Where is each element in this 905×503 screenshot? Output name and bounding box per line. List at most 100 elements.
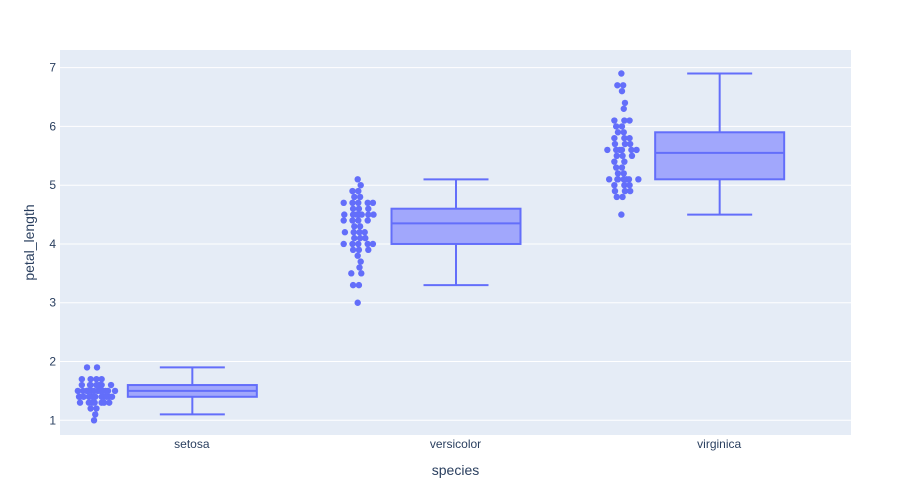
data-point [614,170,622,177]
box-body [654,131,786,181]
data-point [111,387,119,395]
data-point [355,240,362,248]
data-point [106,399,113,406]
data-point [349,217,356,224]
data-point [364,199,371,207]
data-point [107,381,115,389]
data-point [341,211,348,218]
data-point [354,252,361,259]
data-point [361,229,368,236]
data-point [621,158,628,165]
data-point [369,199,377,207]
x-axis-ticks: setosa versicolor virginica [174,437,741,451]
data-point [614,176,621,183]
data-point [605,176,613,183]
data-point [611,117,618,124]
data-point [89,399,96,406]
data-point [619,152,626,160]
data-point [365,205,372,212]
data-point [620,170,627,177]
data-point [618,164,626,171]
data-point [348,270,355,277]
data-point [621,140,629,148]
data-point [349,205,357,212]
data-point [356,234,364,242]
data-point [340,199,347,207]
data-point [626,187,634,195]
data-point [349,240,356,248]
data-point [612,123,620,130]
data-point [355,187,362,195]
data-point [621,117,628,124]
data-point [626,117,633,124]
data-point [618,87,626,95]
data-point [620,105,627,112]
data-point [80,393,87,400]
data-point [356,229,363,236]
data-point [356,264,363,271]
data-point [614,129,622,136]
data-point [351,193,358,201]
data-point [611,158,618,165]
data-point [90,417,98,424]
y-tick-label: 7 [49,61,56,75]
data-point [370,211,377,218]
x-axis-title: species [432,462,479,478]
data-point [74,387,82,395]
data-point [613,193,620,201]
data-point [75,393,83,400]
data-point [612,164,620,171]
data-point [98,393,105,400]
data-point [611,181,618,189]
data-point [76,399,84,406]
y-tick-label: 4 [49,237,56,251]
data-point [364,240,371,248]
data-point [93,375,100,383]
data-point [93,364,101,371]
data-point [618,123,626,130]
data-point [621,99,629,107]
data-point [611,187,619,195]
data-point [92,411,99,418]
data-point [98,399,105,406]
data-point [628,152,636,160]
data-point [96,381,103,389]
x-tick-label: setosa [174,437,210,451]
data-point [85,387,92,395]
data-point [92,393,99,400]
data-point [623,176,630,183]
data-point [621,181,628,189]
y-tick-label: 5 [49,178,56,192]
data-point [357,181,364,189]
data-point [614,82,621,89]
box-group-setosa [74,364,258,424]
data-point [619,82,627,89]
data-point [356,223,364,230]
data-point [354,176,361,183]
data-point [98,375,105,383]
data-point [355,281,363,289]
data-point [354,299,361,306]
data-point [87,405,94,412]
data-point [358,270,365,277]
data-point [349,187,356,195]
data-point [635,176,642,183]
box-series [74,70,786,424]
data-point [611,134,618,142]
data-point [355,205,363,212]
data-point [353,211,360,218]
data-point [83,364,91,371]
data-point [97,387,104,395]
y-axis-title: petal_length [21,204,37,280]
data-point [341,229,349,236]
data-point [103,393,111,400]
data-point [628,146,635,154]
data-point [355,199,362,207]
data-point [78,375,86,383]
data-point [78,381,86,389]
y-tick-label: 1 [49,413,56,427]
data-point [626,134,633,142]
data-point [86,381,94,389]
data-point [87,375,94,383]
